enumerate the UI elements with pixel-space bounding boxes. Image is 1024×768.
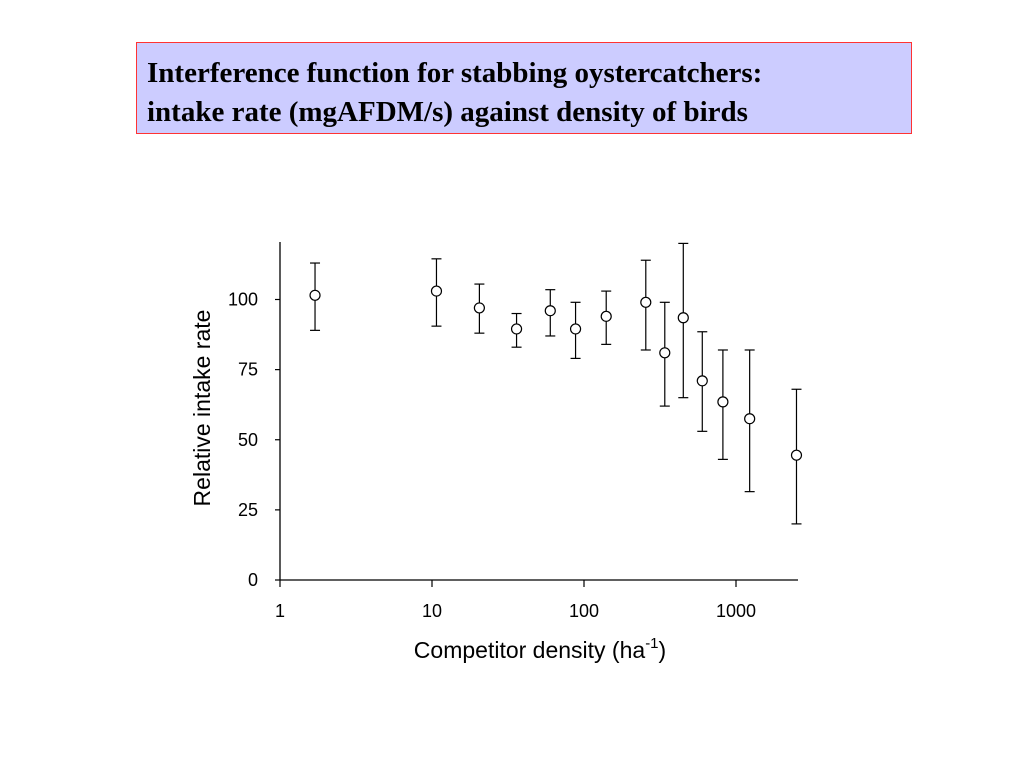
chart-points [309,242,803,525]
data-point [744,413,756,425]
y-tick-label: 0 [248,570,258,590]
data-point-group [677,242,689,399]
chart-axes [279,242,798,581]
chart-ticks: 0 25 50 75 100 1 10 100 1000 [228,290,756,622]
data-point-group [473,283,485,334]
data-point-group [659,301,671,407]
data-point [569,323,582,335]
data-point [790,449,803,461]
data-point [309,289,321,301]
slide-title-line-1: Interference function for stabbing oyste… [147,57,763,89]
data-point [640,296,652,308]
x-tick-label: 1000 [716,601,756,621]
x-tick-label: 100 [569,601,599,621]
data-point [600,310,612,322]
y-axis-title: Relative intake rate [189,310,215,507]
data-point [696,375,708,387]
data-point-group [510,312,523,348]
data-point [677,312,689,324]
data-point-group [544,289,556,337]
slide-title-line-2: intake rate (mgAFDM/s) against density o… [147,96,748,128]
data-point [544,305,556,317]
x-axis-title: Competitor density (ha-1) [414,635,666,663]
data-point-group [744,349,756,493]
data-point-group [309,262,321,331]
data-point [430,285,443,297]
data-point-group [696,331,708,432]
data-point-group [430,258,443,327]
data-point [717,396,729,408]
data-point-group [790,388,803,525]
data-point-group [640,259,652,351]
data-point-group [600,290,612,345]
x-tick-label: 10 [422,601,442,621]
x-tick-label: 1 [275,601,285,621]
y-tick-label: 75 [238,360,258,380]
data-point [473,302,485,314]
data-point [659,347,671,359]
y-tick-label: 50 [238,430,258,450]
data-point-group [569,301,582,360]
slide-title-box: Interference function for stabbing oyste… [136,42,912,134]
y-tick-label: 25 [238,500,258,520]
y-tick-label: 100 [228,290,258,310]
data-point-group [717,349,729,460]
data-point [510,323,523,335]
